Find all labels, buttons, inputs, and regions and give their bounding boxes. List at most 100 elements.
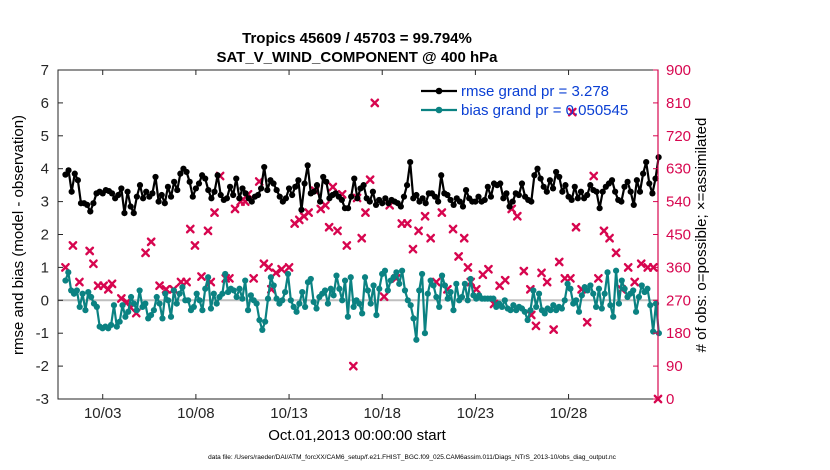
bias-point [390, 274, 397, 281]
rmse-point [84, 201, 91, 208]
bias-point [381, 267, 389, 274]
bias-point [108, 321, 115, 329]
rmse-point [540, 183, 547, 190]
bias-point [207, 305, 215, 312]
bias-point [267, 274, 274, 281]
obs-count-marker [324, 222, 334, 232]
bias-point [410, 315, 417, 322]
rmse-point [310, 188, 318, 195]
rmse-point [317, 198, 324, 205]
rmse-point [348, 193, 355, 200]
rmse-point [226, 183, 234, 190]
bias-point [441, 282, 449, 289]
rmse-point [636, 188, 644, 195]
bias-point [162, 290, 169, 297]
bias-point [327, 285, 334, 292]
rmse-point [509, 198, 516, 205]
bias-point [282, 288, 289, 296]
y-tick-label-left: 1 [41, 259, 49, 276]
bias-point [373, 312, 380, 319]
rmse-point [599, 188, 606, 195]
bias-point [584, 287, 591, 294]
bias-point [601, 290, 608, 297]
x-tick-label: 10/13 [270, 405, 308, 422]
rmse-point [124, 188, 131, 195]
rmse-point [108, 190, 116, 197]
rmse-point [223, 195, 231, 202]
y-axis-label-left: rmse and bias (model - observation) [10, 115, 27, 355]
x-tick-label: 10/23 [457, 405, 495, 422]
y-tick-label-left: 3 [41, 194, 49, 211]
bias-point [310, 298, 317, 306]
rmse-point [183, 168, 190, 176]
bias-point [598, 305, 605, 312]
obs-count-marker [379, 292, 389, 302]
rmse-point [450, 201, 457, 208]
rmse-point [447, 196, 454, 204]
obs-count-marker [582, 317, 592, 327]
obs-count-marker [277, 264, 287, 274]
rmse-point [323, 178, 330, 185]
bias-point [130, 300, 138, 307]
bias-point [510, 302, 517, 309]
x-tick-label: 10/08 [177, 405, 215, 422]
obs-count-marker [459, 233, 469, 243]
bias-point [253, 300, 260, 307]
bias-point [433, 293, 440, 301]
obs-count-marker [210, 208, 219, 217]
x-tick-label: 10/18 [363, 405, 401, 422]
bias-point [404, 297, 411, 304]
bias-point [262, 318, 269, 325]
x-axis-label: Oct.01,2013 00:00:00 start [268, 427, 446, 444]
obs-count-marker [146, 237, 156, 247]
bias-point [290, 303, 297, 310]
rmse-point [587, 182, 594, 189]
bias-point [464, 297, 471, 304]
rmse-point [130, 210, 137, 217]
bias-point [321, 287, 329, 294]
bias-point [444, 295, 451, 302]
rmse-point [186, 178, 193, 185]
rmse-point [313, 182, 321, 189]
rmse-point [562, 182, 569, 189]
obs-count-marker [589, 171, 599, 181]
rmse-point [285, 185, 293, 192]
rmse-point [136, 182, 144, 189]
legend-bias-swatch-marker [435, 106, 443, 114]
bias-point [167, 313, 175, 320]
rmse-point [214, 172, 221, 179]
obs-count-marker [357, 233, 367, 243]
bias-point [233, 293, 240, 301]
rmse-point [127, 203, 134, 210]
rmse-point [537, 175, 544, 182]
rmse-point [528, 198, 535, 205]
bias-point [407, 302, 414, 309]
y-tick-label-right: 450 [666, 227, 691, 244]
obs-count-marker [361, 208, 370, 217]
y-tick-label-right: 270 [666, 292, 691, 309]
y-tick-label-right: 360 [666, 259, 691, 276]
bias-point [247, 292, 254, 299]
bias-point [287, 297, 294, 304]
bias-point [384, 287, 391, 294]
bias-point [638, 282, 645, 289]
rmse-point [155, 198, 162, 205]
bias-point [421, 330, 429, 337]
bias-point [142, 300, 149, 307]
rmse-point [248, 198, 255, 205]
y-tick-label-right: 810 [666, 95, 691, 112]
obs-count-marker [264, 263, 273, 272]
bias-point [635, 293, 643, 301]
obs-count-marker [89, 259, 98, 269]
bias-point [618, 277, 625, 284]
bias-point [344, 313, 351, 320]
rmse-point [568, 196, 575, 204]
obs-count-marker [636, 259, 646, 269]
bias-series [62, 267, 662, 343]
rmse-point [217, 191, 224, 199]
obs-count-marker [85, 246, 95, 256]
y-tick-label-right: 900 [666, 62, 691, 79]
y-tick-label-right: 180 [666, 325, 691, 342]
obs-count-marker [271, 268, 281, 278]
rmse-point [596, 205, 603, 212]
